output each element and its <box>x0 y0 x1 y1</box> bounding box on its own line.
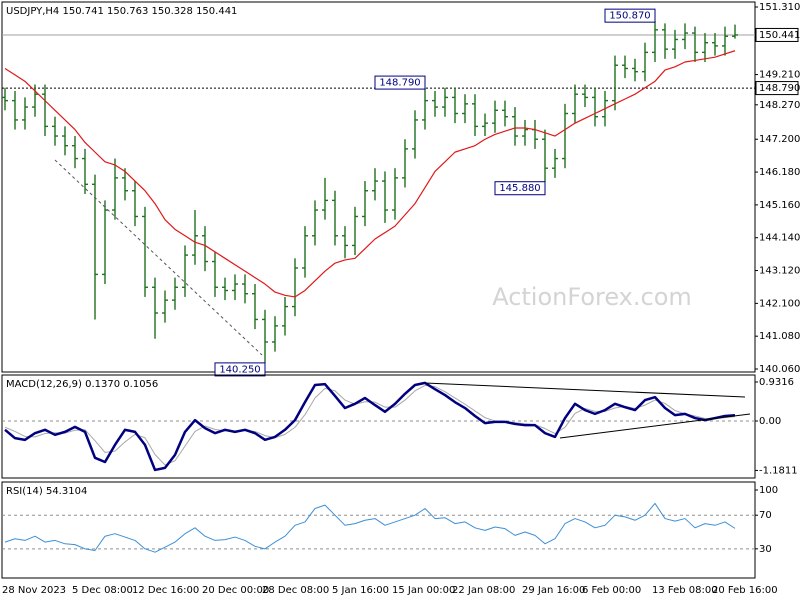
y-tick-label: 147.200 <box>759 134 800 145</box>
y-tick-label: 146.180 <box>759 167 800 178</box>
y-tick-label: -1.1811 <box>759 465 798 476</box>
annotation-box <box>374 75 426 90</box>
x-tick-label: 28 Dec 08:00 <box>262 585 329 596</box>
y-tick-label: 149.210 <box>759 70 800 81</box>
y-tick-label: 30 <box>759 544 772 555</box>
indicator-line <box>4 381 736 472</box>
annotation-box <box>604 8 656 23</box>
x-tick-label: 20 Feb 16:00 <box>712 585 778 596</box>
y-tick-label: 100 <box>759 485 778 496</box>
level-label: 148.790 <box>759 83 800 94</box>
y-tick-label: 145.160 <box>759 200 800 211</box>
panel-title: MACD(12,26,9) 0.1370 0.1056 <box>6 379 158 390</box>
annotation-box <box>494 181 546 196</box>
x-tick-label: 20 Dec 00:00 <box>202 585 269 596</box>
trend-line <box>559 413 751 439</box>
annotation-label: 140.250 <box>219 364 260 375</box>
x-tick-label: 5 Jan 16:00 <box>332 585 389 596</box>
panel-border <box>1 481 756 579</box>
y-tick-label: 70 <box>759 510 772 521</box>
annotation-label: 150.870 <box>609 11 650 22</box>
trend-line <box>424 382 746 398</box>
panel-border <box>1 374 756 479</box>
annotation-box <box>214 362 266 377</box>
panel-title: USDJPY,H4 150.741 150.763 150.328 150.44… <box>6 6 237 17</box>
panel-title: RSI(14) 54.3104 <box>6 486 87 497</box>
x-tick-label: 12 Dec 16:00 <box>132 585 199 596</box>
y-tick-label: 0.9316 <box>759 377 794 388</box>
y-tick-label: 141.080 <box>759 331 800 342</box>
trend-line <box>54 159 263 356</box>
current-price-box <box>755 27 799 42</box>
y-tick-label: 148.270 <box>759 100 800 111</box>
y-tick-label: 144.140 <box>759 233 800 244</box>
current-price-label: 150.441 <box>759 30 800 41</box>
x-tick-label: 6 Feb 00:00 <box>582 585 641 596</box>
y-tick-label: 0.00 <box>759 416 781 427</box>
x-tick-label: 15 Jan 00:00 <box>392 585 455 596</box>
y-tick-label: 140.060 <box>759 364 800 375</box>
x-tick-label: 28 Nov 2023 <box>2 585 66 596</box>
annotation-label: 148.790 <box>379 78 420 89</box>
indicator-line <box>4 502 736 553</box>
x-tick-label: 13 Feb 08:00 <box>652 585 718 596</box>
x-tick-label: 29 Jan 16:00 <box>522 585 585 596</box>
annotation-label: 145.880 <box>499 183 540 194</box>
y-tick-label: 142.100 <box>759 298 800 309</box>
watermark: ActionForex.com <box>492 283 692 311</box>
y-tick-label: 151.310 <box>759 2 800 13</box>
moving-average <box>4 50 736 298</box>
panel-border <box>1 1 756 373</box>
y-tick-label: 143.120 <box>759 266 800 277</box>
x-tick-label: 22 Jan 08:00 <box>452 585 515 596</box>
level-box <box>755 81 799 96</box>
x-tick-label: 5 Dec 08:00 <box>72 585 133 596</box>
